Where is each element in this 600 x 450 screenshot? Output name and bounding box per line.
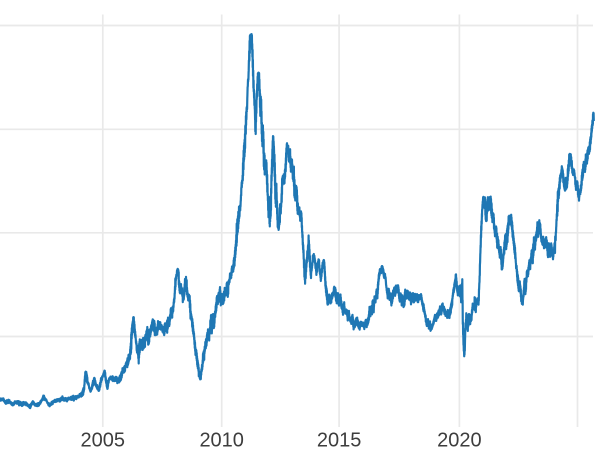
svg-text:2010: 2010	[199, 430, 244, 450]
svg-text:2015: 2015	[317, 430, 362, 450]
svg-text:2020: 2020	[437, 430, 482, 450]
svg-text:2005: 2005	[81, 430, 126, 450]
